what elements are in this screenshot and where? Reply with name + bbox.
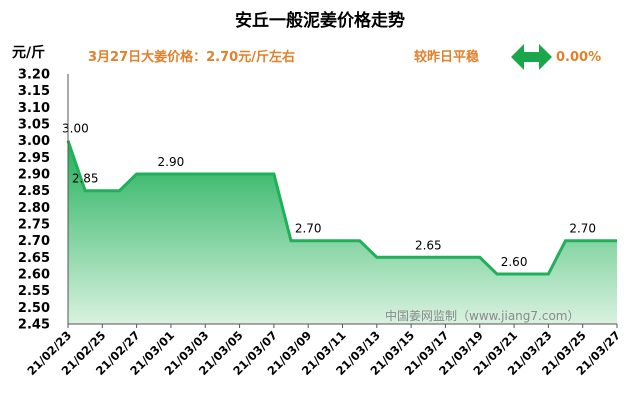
- y-tick-label: 2.75: [18, 218, 50, 233]
- y-tick-label: 2.90: [18, 168, 50, 183]
- change-label: 较昨日平稳: [414, 49, 479, 65]
- y-tick-label: 2.80: [18, 201, 50, 216]
- y-tick-label: 3.15: [18, 84, 50, 99]
- price-area: [68, 140, 617, 324]
- y-tick-label: 3.00: [18, 134, 50, 149]
- y-tick-label: 2.50: [18, 301, 50, 316]
- data-label: 2.70: [295, 222, 322, 236]
- y-tick-label: 2.70: [18, 234, 50, 249]
- data-label: 2.85: [72, 172, 99, 186]
- double-arrow-icon: [511, 44, 552, 70]
- y-tick-label: 3.05: [18, 118, 50, 133]
- y-tick-label: 2.60: [18, 268, 50, 283]
- y-tick-label: 3.20: [18, 68, 50, 83]
- x-axis: 21/02/2321/02/2521/02/2721/03/0121/03/03…: [24, 324, 623, 378]
- watermark: 中国姜网监制（www.jiang7.com）: [385, 308, 579, 323]
- data-label: 2.60: [501, 255, 528, 269]
- data-label: 2.65: [415, 238, 442, 252]
- plot-area: 2.452.502.552.602.652.702.752.802.852.90…: [18, 68, 623, 379]
- data-label: 2.70: [569, 222, 596, 236]
- price-line: [66, 140, 617, 276]
- y-axis: 2.45 2.50 2.552.60 2.65 2.702.75 2.80 2.852.90…: [18, 68, 50, 333]
- y-tick-label: 3.10: [18, 101, 50, 116]
- y-tick-label: 2.85: [18, 184, 50, 199]
- y-tick-label: 2.95: [18, 151, 50, 166]
- chart-title: 安丘一般泥姜价格走势: [235, 10, 405, 31]
- data-label: 3.00: [62, 122, 89, 136]
- price-note: 3月27日大姜价格：2.70元/斤左右: [88, 49, 295, 65]
- y-tick-label: 2.55: [18, 284, 50, 299]
- y-tick-label: 2.65: [18, 251, 50, 266]
- y-tick-label: 2.45: [18, 318, 50, 333]
- y-axis-unit: 元/斤: [12, 44, 45, 61]
- data-labels: 3.00 2.85 2.90 2.70 2.65 2.60 2.70: [62, 122, 596, 269]
- data-label: 2.90: [158, 155, 185, 169]
- change-value: 0.00%: [556, 50, 601, 65]
